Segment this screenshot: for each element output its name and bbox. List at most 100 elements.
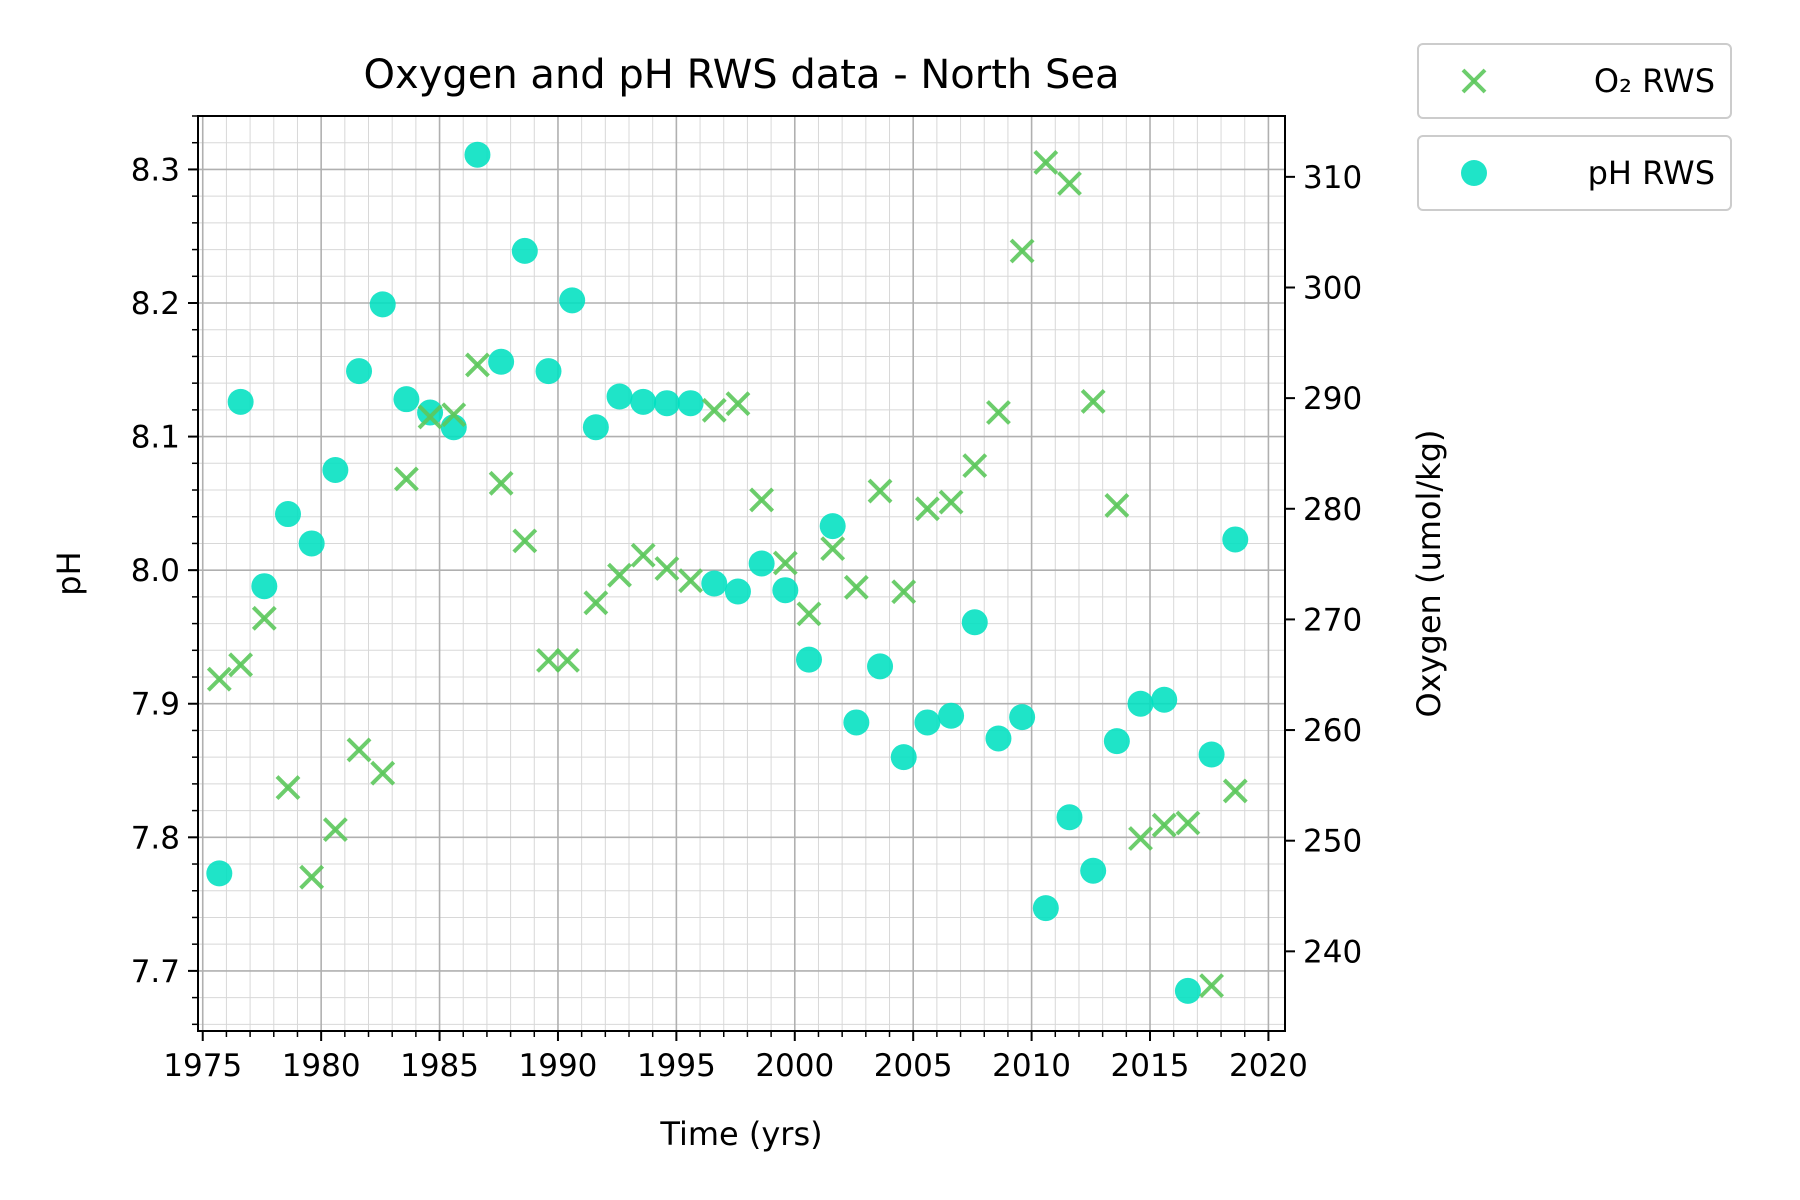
- o2-data-point: [1057, 171, 1082, 196]
- x-marker-stroke: [796, 601, 822, 627]
- ph-data-point: [677, 390, 704, 417]
- y-right-tick-label: 280: [1303, 492, 1362, 528]
- o2-data-point: [1080, 389, 1106, 414]
- ph-data-point: [938, 702, 965, 729]
- o2-data-point: [938, 489, 964, 515]
- x-marker-stroke: [701, 397, 727, 423]
- y-left-tick-label: 8.0: [131, 553, 180, 589]
- ph-data-point: [985, 725, 1012, 752]
- ph-data-point: [701, 570, 728, 597]
- x-marker-stroke: [867, 478, 893, 504]
- y-right-axis-label: Oxygen (umol/kg): [1410, 429, 1448, 717]
- x-marker-stroke: [607, 562, 632, 588]
- x-marker-stroke: [536, 647, 561, 673]
- x-tick-label: 1995: [637, 1048, 716, 1084]
- x-marker-stroke: [275, 775, 301, 801]
- x-marker-stroke: [370, 760, 396, 786]
- ph-data-point: [1222, 526, 1249, 553]
- x-marker-stroke: [678, 568, 703, 594]
- legend-label: O₂ RWS: [1594, 62, 1715, 100]
- o2-data-point: [867, 478, 893, 504]
- y-right-tick-label: 250: [1303, 824, 1362, 860]
- ph-data-point: [1009, 704, 1036, 731]
- o2-data-point: [1222, 778, 1248, 804]
- x-marker-stroke: [1033, 150, 1059, 175]
- x-marker-stroke: [772, 550, 798, 576]
- ph-data-point: [417, 399, 444, 426]
- ph-data-point: [440, 414, 467, 441]
- ph-data-point: [1174, 977, 1201, 1004]
- y-right-tick-label: 300: [1303, 270, 1362, 306]
- o2-data-point: [796, 601, 822, 627]
- x-marker-stroke: [938, 489, 964, 515]
- x-tick-label: 2015: [1111, 1048, 1190, 1084]
- y-left-axis-label: pH: [50, 551, 88, 595]
- ph-data-point: [867, 653, 894, 680]
- ph-data-point: [914, 709, 941, 736]
- x-marker-stroke: [1128, 826, 1153, 851]
- o2-data-point: [1033, 150, 1059, 175]
- x-tick-label: 1990: [519, 1048, 598, 1084]
- x-marker-stroke: [1461, 68, 1487, 94]
- ph-data-point: [1198, 741, 1225, 768]
- ph-data-point: [251, 573, 278, 600]
- x-marker-stroke: [1057, 171, 1082, 196]
- legend: O₂ RWS pH RWS: [1417, 43, 1732, 211]
- o2-data-point: [725, 391, 751, 417]
- ph-data-point: [772, 577, 799, 604]
- ph-data-point: [748, 550, 775, 577]
- ph-data-point: [206, 860, 233, 887]
- series-layer: [206, 141, 1249, 1004]
- ph-data-point: [1127, 690, 1154, 717]
- ph-data-point: [795, 646, 822, 673]
- ph-data-point: [346, 358, 373, 385]
- x-marker-stroke: [1175, 810, 1201, 836]
- y-left-tick-label: 7.9: [131, 687, 180, 723]
- ph-data-point: [274, 501, 301, 528]
- ph-data-point: [1103, 728, 1130, 755]
- o2-data-point: [1151, 812, 1177, 838]
- ph-data-point: [488, 348, 515, 375]
- ph-data-point: [298, 530, 325, 557]
- legend-box: [1417, 43, 1732, 119]
- legend-o2-marker: [1461, 68, 1487, 94]
- x-marker-stroke: [346, 737, 372, 763]
- o2-data-point: [772, 550, 798, 576]
- ph-data-point: [961, 609, 988, 636]
- o2-data-point: [251, 605, 277, 631]
- ph-data-point: [843, 709, 870, 736]
- o2-data-point: [749, 487, 775, 513]
- legend-label: pH RWS: [1588, 154, 1715, 192]
- x-marker-stroke: [206, 666, 232, 692]
- o2-data-point: [275, 775, 301, 801]
- o2-data-point: [820, 536, 846, 562]
- ph-data-point: [1032, 895, 1059, 922]
- o2-data-point: [962, 453, 988, 479]
- o2-data-point: [891, 579, 917, 605]
- o2-data-point: [346, 737, 372, 763]
- y-left-tick-label: 8.1: [131, 420, 180, 456]
- x-marker-stroke: [1151, 812, 1177, 838]
- x-marker-stroke: [725, 391, 751, 417]
- x-marker-stroke: [843, 574, 869, 600]
- x-marker-stroke: [1080, 389, 1106, 414]
- ph-data-point: [559, 287, 586, 314]
- o2-data-point: [583, 590, 609, 616]
- plot-frame: [197, 115, 1286, 1032]
- o2-data-point: [1128, 826, 1153, 851]
- ph-data-point: [582, 414, 609, 441]
- ph-data-point: [511, 237, 538, 264]
- x-marker-stroke: [228, 652, 254, 678]
- y-left-tick-label: 8.2: [131, 286, 180, 322]
- x-marker-stroke: [1009, 238, 1035, 264]
- x-marker-stroke: [417, 404, 443, 430]
- ph-data-point: [890, 744, 917, 771]
- o2-data-point: [322, 817, 348, 843]
- o2-data-point: [1175, 810, 1201, 836]
- o2-data-point: [555, 647, 580, 673]
- x-tick-label: 2020: [1229, 1048, 1308, 1084]
- o2-data-point: [678, 568, 703, 594]
- x-marker-stroke: [583, 590, 609, 616]
- o2-data-point: [393, 466, 419, 492]
